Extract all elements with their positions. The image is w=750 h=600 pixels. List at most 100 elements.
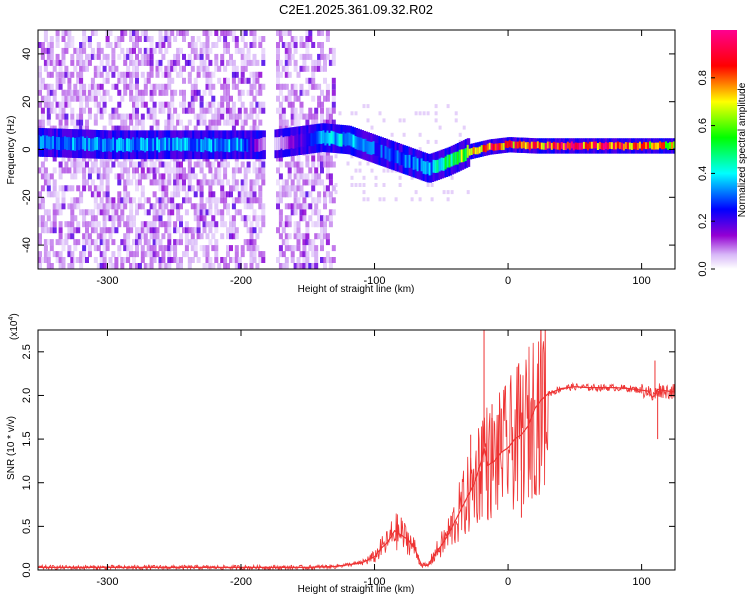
noise-cell — [120, 239, 125, 246]
noise-cell — [61, 239, 66, 246]
noise-cell — [61, 36, 66, 42]
noise-cell — [114, 263, 119, 269]
noise-cell — [49, 83, 54, 90]
noise-cell — [314, 197, 319, 204]
noise-cell — [164, 89, 169, 96]
noise-cell — [40, 167, 45, 174]
noise-cell — [311, 197, 316, 204]
noise-cell — [137, 239, 142, 246]
noise-cell — [149, 263, 154, 269]
noise-cell — [167, 239, 172, 246]
ridge-core — [466, 144, 471, 158]
noise-cell — [252, 77, 257, 84]
ridge-core — [286, 136, 290, 150]
noise-cell — [284, 215, 289, 222]
snr-y-tick-label: 2.0 — [21, 388, 33, 403]
noise-cell — [43, 257, 48, 263]
noise-cell — [55, 71, 60, 78]
noise-cell — [240, 101, 245, 108]
noise-cell — [287, 59, 292, 66]
noise-cell — [87, 113, 92, 120]
noise-cell — [317, 53, 322, 60]
noise-cell — [120, 30, 125, 36]
noise-cell — [308, 239, 313, 246]
noise-cell — [73, 65, 78, 72]
noise-cell — [102, 191, 107, 198]
ridge-core — [84, 138, 88, 151]
noise-cell — [176, 209, 181, 216]
noise-cell — [255, 125, 260, 132]
ridge-core — [138, 138, 142, 152]
ridge-core — [620, 142, 625, 150]
noise-cell — [117, 36, 122, 42]
noise-cell — [234, 167, 239, 174]
noise-cell — [76, 47, 81, 54]
noise-cell — [161, 179, 166, 186]
noise-cell — [146, 227, 151, 234]
ridge-core — [462, 149, 467, 162]
noise-cell — [93, 53, 98, 60]
noise-cell — [170, 167, 175, 174]
noise-cell — [87, 245, 92, 252]
noise-cell — [73, 245, 78, 252]
snr-y-ticks: 0.00.51.01.52.02.5 — [21, 344, 675, 578]
noise-cell — [40, 53, 45, 60]
spectrogram-y-label: Frequency (Hz) — [6, 116, 17, 185]
noise-cell — [398, 118, 402, 123]
noise-cell — [140, 125, 145, 132]
ridge-core — [42, 135, 46, 149]
noise-cell — [52, 167, 57, 174]
noise-cell — [450, 190, 454, 195]
noise-cell — [314, 209, 319, 216]
noise-cell — [223, 257, 228, 263]
noise-cell — [90, 179, 95, 186]
noise-cell — [249, 251, 254, 258]
ridge-core — [78, 137, 82, 151]
noise-cell — [328, 113, 333, 120]
noise-cell — [211, 42, 216, 48]
noise-cell — [158, 36, 163, 42]
noise-cell — [418, 132, 422, 137]
noise-cell — [155, 167, 160, 174]
noise-cell — [299, 53, 304, 60]
noise-cell — [64, 113, 69, 120]
noise-cell — [261, 36, 266, 42]
noise-cell — [76, 239, 81, 246]
noise-cell — [146, 107, 151, 114]
noise-cell — [64, 167, 69, 174]
noise-cell — [123, 221, 128, 228]
noise-cell — [132, 197, 136, 204]
noise-cell — [325, 155, 330, 162]
noise-cell — [296, 257, 301, 263]
ridge-core — [655, 142, 659, 150]
noise-cell — [223, 42, 228, 48]
noise-cell — [137, 59, 142, 66]
noise-cell — [199, 167, 204, 174]
noise-cell — [179, 221, 183, 228]
noise-cell — [58, 227, 63, 234]
ridge-core — [226, 138, 230, 152]
ridge-core — [90, 138, 94, 152]
noise-cell — [102, 227, 107, 234]
noise-cell — [108, 203, 113, 210]
noise-cell — [167, 42, 172, 48]
noise-cell — [320, 167, 324, 174]
noise-cell — [52, 215, 57, 222]
noise-cell — [320, 30, 324, 36]
noise-cell — [323, 257, 327, 263]
noise-cell — [418, 111, 422, 116]
ridge-core — [634, 142, 639, 150]
noise-cell — [129, 215, 134, 222]
noise-cell — [211, 179, 216, 186]
noise-cell — [314, 251, 319, 258]
noise-cell — [252, 83, 257, 90]
ridge-core — [671, 142, 675, 150]
noise-cell — [96, 89, 101, 96]
noise-cell — [102, 173, 107, 180]
noise-cell — [46, 83, 51, 90]
noise-cell — [158, 257, 163, 263]
noise-cell — [231, 30, 236, 36]
noise-cell — [129, 89, 134, 96]
ridge-core — [602, 143, 607, 151]
